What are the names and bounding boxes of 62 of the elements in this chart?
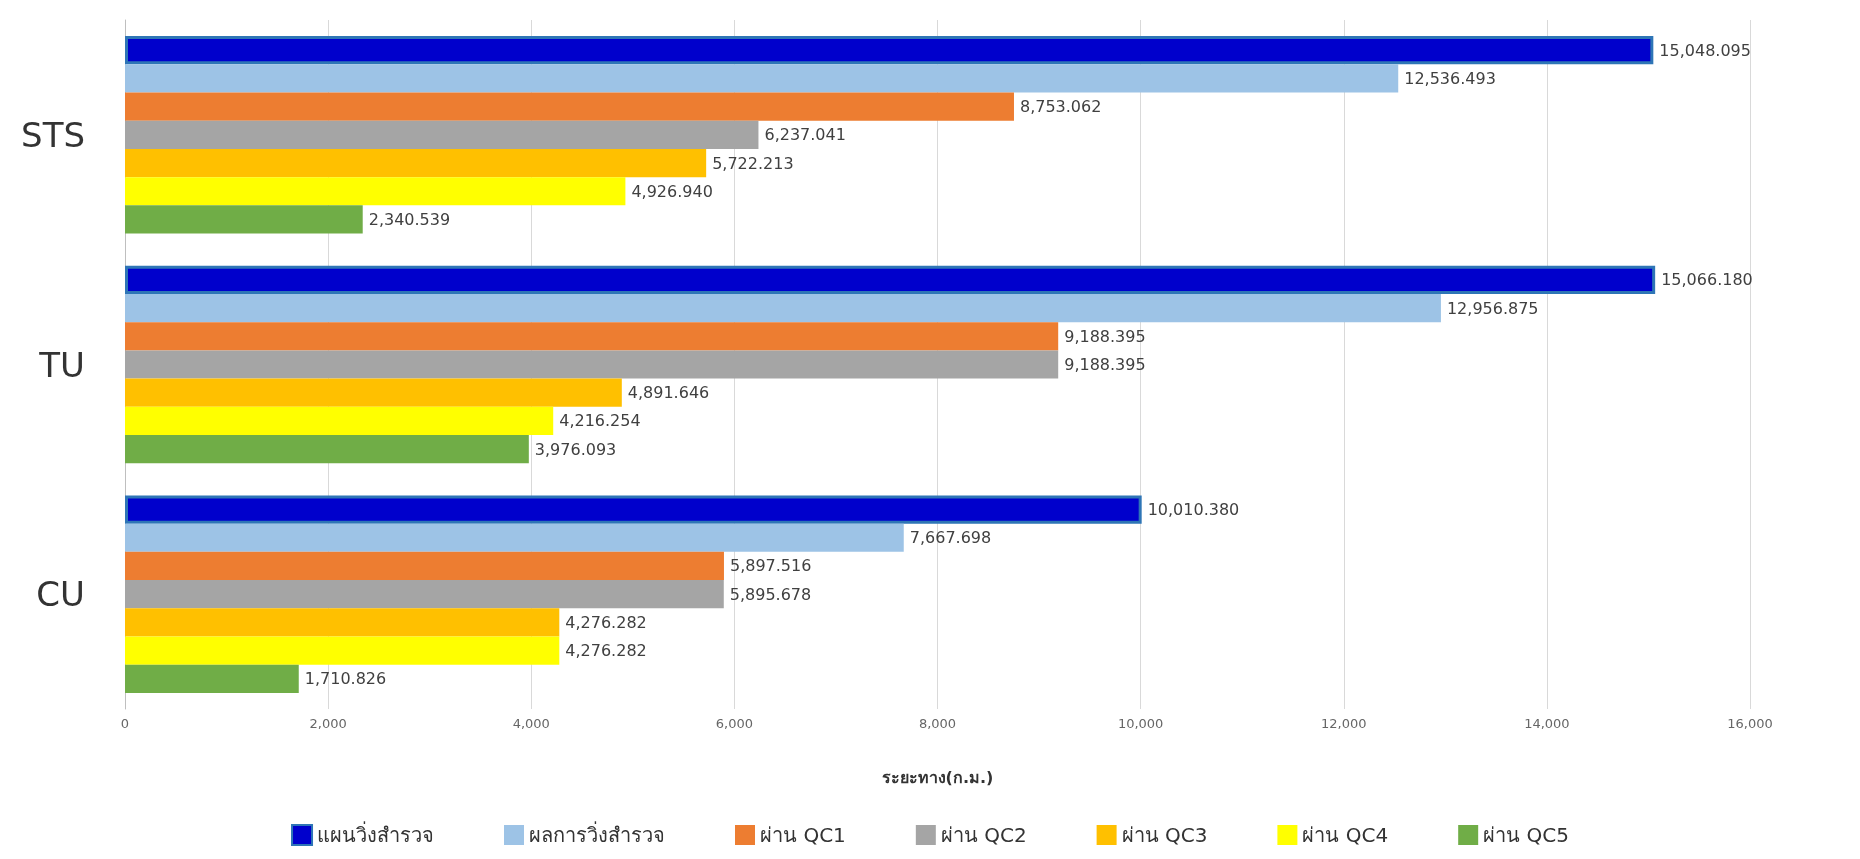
data-label: 10,010.380 [1147, 500, 1240, 520]
legend-label: ผลการวิ่งสำรวจ [529, 821, 666, 847]
data-label: 9,188.395 [1064, 355, 1146, 374]
x-tick-label: 16,000 [1727, 716, 1773, 731]
data-label: 6,237.041 [764, 125, 846, 145]
bar [125, 265, 1656, 294]
bar [125, 636, 560, 665]
bar [125, 36, 1654, 65]
bar [125, 435, 529, 464]
legend-label: ผ่าน QC2 [940, 823, 1027, 847]
data-label: 5,722.213 [712, 153, 794, 173]
bar [125, 495, 1142, 524]
data-label: 12,956.875 [1446, 298, 1539, 318]
data-label: 4,276.282 [565, 612, 647, 632]
bar [125, 664, 299, 693]
bar [125, 64, 1399, 93]
data-label: 4,276.282 [565, 641, 647, 661]
x-tick-label: 6,000 [715, 716, 753, 731]
legend-label: ผ่าน QC3 [1121, 823, 1208, 847]
data-label: 8,753.062 [1019, 97, 1102, 117]
data-label: 4,216.254 [559, 411, 641, 431]
data-label: 1,710.826 [304, 669, 387, 689]
y-tick-label: STS [21, 114, 85, 155]
data-label: 4,926.940 [631, 181, 713, 201]
x-axis-title: ระยะทาง(ก.ม.) [881, 767, 994, 787]
data-label: 4,891.646 [627, 383, 710, 403]
data-label: 5,895.678 [729, 584, 812, 604]
legend-label: ผ่าน QC4 [1302, 823, 1389, 847]
bar [125, 406, 554, 436]
bar [125, 350, 1059, 379]
x-tick-label: 8,000 [918, 716, 957, 731]
bar [125, 580, 724, 609]
legend-label: ผ่าน QC5 [1483, 823, 1569, 847]
x-tick-label: 0 [120, 716, 130, 731]
data-label: 2,340.539 [368, 209, 451, 229]
bar [125, 293, 1441, 323]
bar [125, 608, 560, 637]
bar [125, 120, 759, 149]
bar [125, 322, 1059, 351]
y-tick-label: TU [38, 344, 85, 385]
data-label: 5,897.516 [729, 556, 812, 576]
data-label: 15,066.180 [1661, 270, 1753, 290]
bar [125, 523, 904, 552]
y-tick-label: CU [36, 574, 85, 615]
bar [125, 378, 622, 407]
x-tick-label: 2,000 [309, 716, 347, 731]
bar [125, 177, 626, 206]
x-tick-label: 12,000 [1321, 716, 1367, 731]
bar [125, 205, 363, 234]
x-tick-label: 10,000 [1117, 716, 1164, 731]
legend-label: ผ่าน QC1 [760, 823, 846, 847]
bar [125, 148, 707, 178]
x-tick-label: 14,000 [1524, 716, 1570, 731]
data-label: 15,048.095 [1659, 40, 1751, 60]
data-label: 7,667.698 [909, 528, 992, 548]
data-label: 12,536.493 [1404, 68, 1496, 88]
bar [125, 92, 1014, 121]
legend-label: แผนวิ่งสำรวจ [317, 821, 435, 847]
x-tick-label: 4,000 [512, 716, 550, 731]
bar [125, 551, 724, 581]
data-label: 3,976.093 [534, 439, 617, 459]
data-label: 9,188.395 [1064, 326, 1146, 346]
